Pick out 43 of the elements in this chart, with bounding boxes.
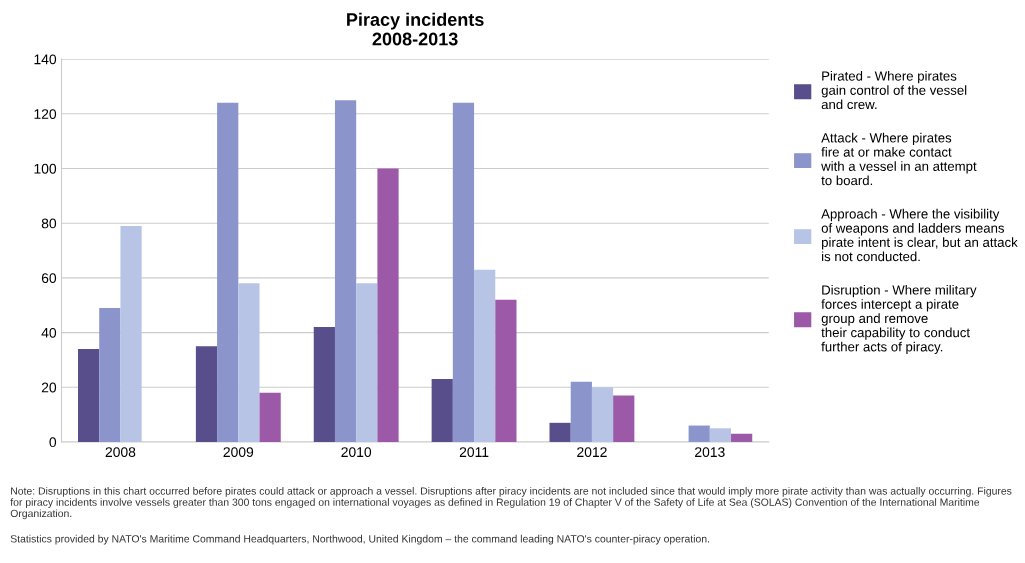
text: Statistics provided by NATO's Maritime Command Headquarters, Northwood, United Kingdom – the command leading NATO's counter-piracy operation.	[10, 534, 710, 545]
bar	[688, 425, 710, 442]
x-tick-label: 2010	[341, 447, 372, 458]
y-tick-label: 100	[34, 163, 57, 174]
bar	[238, 283, 260, 442]
y-tick-label: 120	[34, 109, 57, 119]
y-tick-label: 140	[34, 54, 57, 65]
x-tick-label: 2013	[695, 447, 725, 458]
y-tick-label: 0	[49, 437, 57, 448]
bar	[452, 102, 475, 442]
bar	[78, 348, 100, 442]
bar	[377, 168, 399, 442]
y-tick-label: 40	[41, 327, 57, 338]
bar	[474, 269, 496, 442]
bar	[334, 100, 357, 442]
bar	[431, 379, 453, 442]
bar	[495, 299, 517, 442]
y-tick-label: 80	[41, 218, 57, 229]
legend-label: Disruption - Where military forces intercept a pirate group and remove their capability to conduct further acts of piracy.	[821, 284, 977, 355]
legend-label: Approach - Where the visibility of weapons and ladders means pirate intent is clear, but an attack is not conducted.	[821, 208, 1018, 262]
chart-title: Piracy incidents 2008-2013	[347, 12, 484, 46]
legend-label: Attack - Where pirates fire at or make contact with a vessel in an attempt to board.	[821, 132, 977, 186]
bar	[709, 428, 732, 442]
x-tick-label: 2012	[577, 447, 607, 458]
x-tick-label: 2009	[223, 447, 254, 458]
bar	[99, 307, 121, 442]
bar	[217, 102, 239, 442]
x-tick-label: 2008	[105, 447, 136, 458]
text: Note: Disruptions in this chart occurred before pirates could attack or approach a vessel. Disruptions after piracy incidents are not included since that would imply more pirate activity than was actually occurring. Figures for piracy incidents involve vessels greater than 300 tons engaged on international voyages as defined in Regulation 19 of Chapter V of the Safety of Life at Sea (SOLAS) Convention of the International Maritime Organization.	[10, 487, 1012, 520]
bar	[591, 387, 614, 442]
x-tick-label: 2011	[459, 447, 489, 458]
bar	[195, 346, 218, 442]
bar	[356, 283, 378, 442]
bar	[259, 392, 281, 442]
y-tick-label: 60	[41, 273, 57, 284]
bar	[549, 422, 571, 442]
bar	[613, 395, 635, 442]
bar	[313, 327, 335, 442]
bar	[731, 433, 753, 442]
y-tick-label: 20	[41, 382, 57, 393]
bar	[120, 225, 142, 442]
legend-label: Pirated - Where pirates gain control of the vessel and crew.	[821, 70, 967, 110]
bar	[570, 381, 592, 442]
